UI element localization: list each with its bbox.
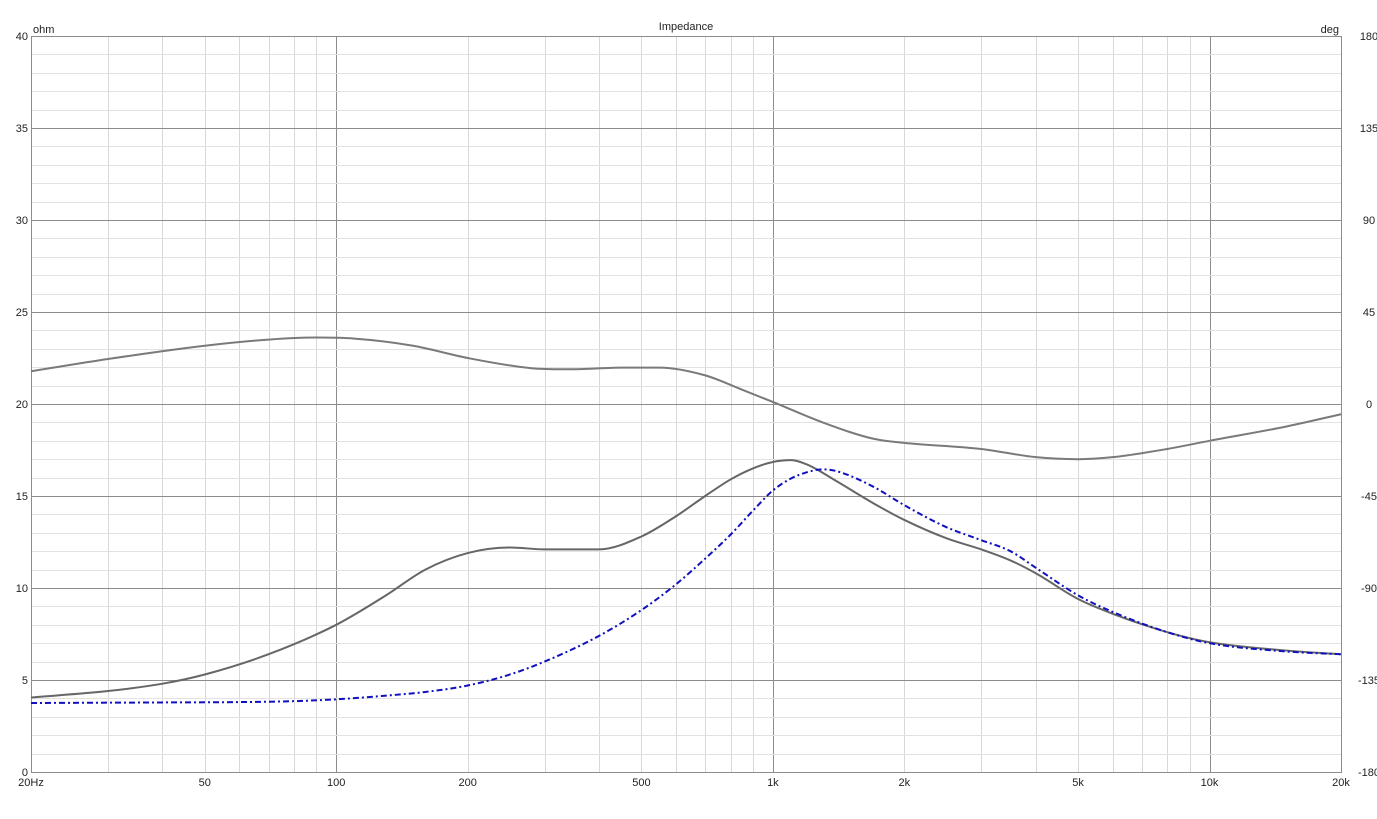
y-left-tick-label: 25 [16,307,28,319]
y-right-tick-label: 135 [1360,123,1377,135]
impedance-curve [30,459,1342,699]
phase-curve [30,336,1342,461]
label-layer: Impedance ohm deg 20Hz 50 100 200 500 1k 2k 5k 1… [16,21,1377,789]
y-left-tick-label: 35 [16,123,28,135]
y-left-tick-label: 15 [16,491,28,503]
y-left-tick-label: 20 [16,399,28,411]
x-tick-label: 200 [458,777,476,789]
y-right-tick-label: 90 [1363,215,1375,227]
y-left-tick-label: 10 [16,583,28,595]
y-right-unit-label: deg [1321,24,1339,36]
y-right-tick-label: -90 [1361,583,1377,595]
y-right-tick-label: -135 [1358,675,1377,687]
x-tick-label: 5k [1072,777,1084,789]
grid-layer [31,36,1342,773]
x-tick-label: 500 [632,777,650,789]
y-right-tick-label: 0 [1366,399,1372,411]
x-tick-label: 20Hz [18,777,44,789]
series-layer [30,336,1342,704]
y-right-tick-label: 180 [1360,31,1377,43]
x-tick-label: 20k [1332,777,1350,789]
y-left-unit-label: ohm [33,24,54,36]
chart-title: Impedance [659,21,713,33]
x-tick-label: 2k [899,777,911,789]
y-right-tick-label: -180 [1358,767,1377,779]
y-right-tick-label: -45 [1361,491,1377,503]
plot-frame [31,36,1342,773]
impedance-curve-dashdot [30,468,1342,704]
x-tick-label: 10k [1201,777,1219,789]
y-left-tick-label: 40 [16,31,28,43]
x-tick-label: 100 [327,777,345,789]
x-tick-label: 50 [199,777,211,789]
y-left-tick-label: 5 [22,675,28,687]
y-left-tick-label: 30 [16,215,28,227]
y-left-tick-label: 0 [22,767,28,779]
x-tick-label: 1k [767,777,779,789]
y-right-tick-label: 45 [1363,307,1375,319]
